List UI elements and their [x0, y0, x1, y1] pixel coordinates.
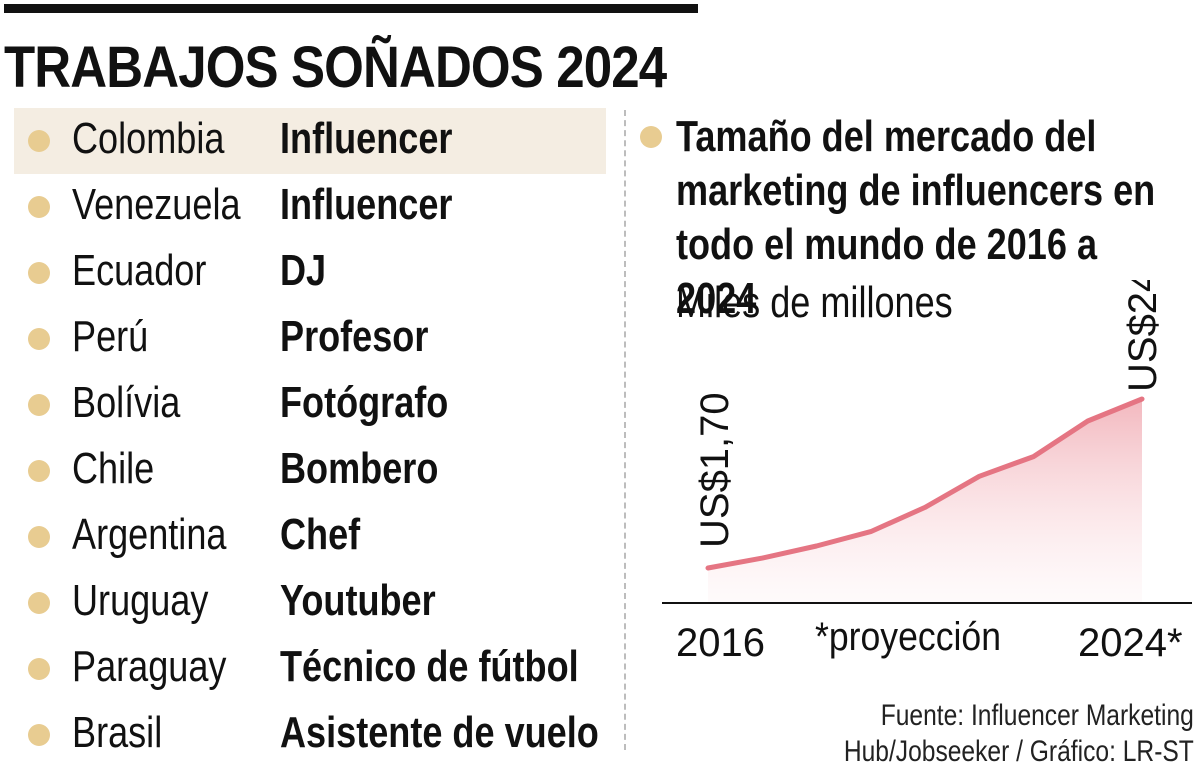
list-item: Perú Profesor: [14, 306, 606, 372]
chart-unit-label: Miles de millones: [676, 278, 953, 327]
source-line: Fuente: Influencer Marketing: [880, 699, 1194, 732]
bullet-icon: [28, 130, 50, 152]
job-label: DJ: [280, 246, 327, 295]
list-item: Bolívia Fotógrafo: [14, 372, 606, 438]
bullet-icon: [28, 460, 50, 482]
country-label: Perú: [72, 312, 149, 361]
bullet-icon: [640, 126, 662, 148]
chart-marks: [705, 396, 1145, 603]
x-tick-label: 2016: [676, 621, 765, 665]
bullet-icon: [28, 262, 50, 284]
list-item: Argentina Chef: [14, 504, 606, 570]
country-label: Colombia: [72, 114, 225, 163]
list-item: Ecuador DJ: [14, 240, 606, 306]
list-item: Paraguay Técnico de fútbol: [14, 636, 606, 702]
bullet-icon: [28, 658, 50, 680]
country-label: Paraguay: [72, 642, 227, 691]
section-divider: [624, 110, 626, 750]
list-item: Brasil Asistente de vuelo: [14, 702, 606, 768]
country-label: Uruguay: [72, 576, 209, 625]
list-item: Colombia Influencer: [14, 108, 606, 174]
job-label: Youtuber: [280, 576, 436, 625]
x-tick-label: 2024*: [1078, 621, 1183, 665]
job-label: Chef: [280, 510, 361, 559]
series-line: [705, 396, 1145, 571]
job-label: Profesor: [280, 312, 429, 361]
country-label: Argentina: [72, 510, 227, 559]
source-line: Hub/Jobseeker / Gráfico: LR-ST: [844, 735, 1194, 768]
end-value-label: US$24: [1121, 280, 1165, 392]
job-label: Bombero: [280, 444, 439, 493]
bullet-icon: [28, 592, 50, 614]
source-note: Fuente: Influencer Marketing Hub/Jobseek…: [844, 698, 1194, 770]
country-label: Venezuela: [72, 180, 241, 229]
page-title: TRABAJOS SOÑADOS 2024: [4, 35, 667, 100]
country-label: Ecuador: [72, 246, 207, 295]
bullet-icon: [28, 328, 50, 350]
bullet-icon: [28, 394, 50, 416]
country-label: Bolívia: [72, 378, 181, 427]
job-label: Influencer: [280, 114, 453, 163]
country-label: Chile: [72, 444, 155, 493]
market-size-chart: 2016 *proyección 2024* US$1,70 US$24: [662, 280, 1192, 665]
job-label: Técnico de fútbol: [280, 642, 579, 691]
job-label: Fotógrafo: [280, 378, 449, 427]
job-label: Asistente de vuelo: [280, 708, 599, 757]
dream-jobs-list: Colombia Influencer Venezuela Influencer…: [14, 108, 606, 768]
list-item: Uruguay Youtuber: [14, 570, 606, 636]
list-item: Chile Bombero: [14, 438, 606, 504]
country-label: Brasil: [72, 708, 163, 757]
job-label: Influencer: [280, 180, 453, 229]
area-fill: [708, 399, 1142, 603]
top-rule: [4, 4, 698, 13]
list-item: Venezuela Influencer: [14, 174, 606, 240]
chart-title: Tamaño del mercado del marketing de infl…: [676, 112, 1156, 323]
bullet-icon: [28, 724, 50, 746]
start-value-label: US$1,70: [693, 392, 737, 548]
x-tick-label: *proyección: [815, 615, 1001, 659]
bullet-icon: [28, 196, 50, 218]
bullet-icon: [28, 526, 50, 548]
